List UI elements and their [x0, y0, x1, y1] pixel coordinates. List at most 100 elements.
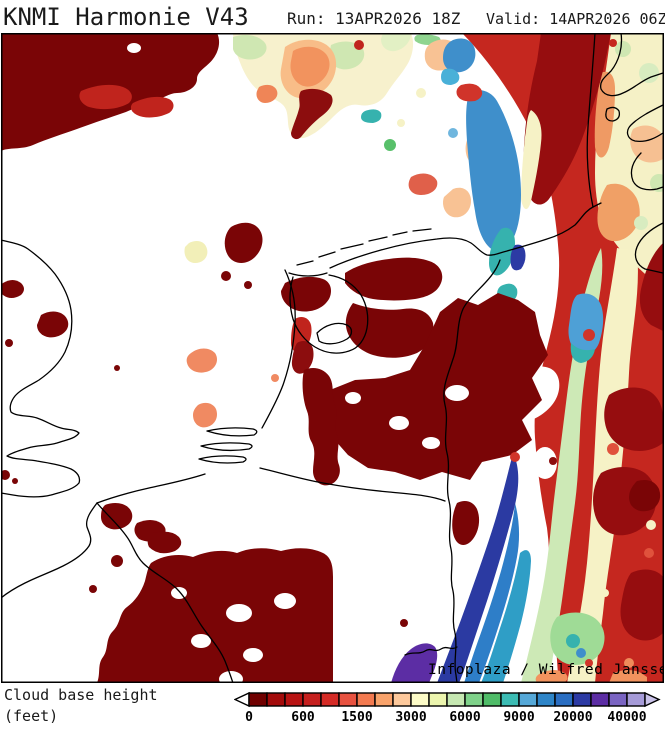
cloud-region [634, 216, 648, 230]
cloud-region [443, 187, 471, 218]
cloud-region [408, 173, 438, 195]
cloud-region [281, 276, 331, 312]
map-watermark: Infoplaza / Wilfred Janssen [428, 662, 664, 678]
river-meander [404, 646, 458, 656]
cloud-region [114, 365, 120, 371]
coastline-kiel-bay [634, 222, 664, 274]
colorbar-tick-label: 1500 [341, 710, 372, 725]
colorbar-left-arrow [234, 691, 250, 708]
danish-island [605, 106, 621, 122]
cloud-region [323, 293, 548, 480]
cloud-region [464, 503, 520, 683]
colorbar-swatch [284, 692, 304, 707]
cloud-hole [389, 416, 409, 430]
title-bar: KNMI Harmonie V43 Run: 13APR2026 18Z Val… [0, 0, 665, 33]
cloud-region [256, 84, 278, 103]
cloud-region [604, 387, 663, 451]
cloud-region [147, 531, 182, 554]
cloud-region [639, 63, 659, 83]
cloud-region [620, 569, 663, 641]
model-title: KNMI Harmonie V43 [3, 3, 249, 31]
colorbar-swatch [482, 692, 502, 707]
cloud-region [111, 555, 123, 567]
cloud-region [523, 33, 611, 205]
cloud-region [79, 84, 132, 110]
colorbar-swatch [590, 692, 610, 707]
colorbar-swatch [428, 692, 448, 707]
cloud-region [448, 128, 458, 138]
cloud-hole [533, 447, 557, 479]
cloud-region [354, 40, 364, 50]
cloud-region [615, 41, 631, 57]
cloud-region [184, 241, 208, 263]
cloud-region [630, 125, 663, 163]
cloud-region [452, 501, 480, 545]
colorbar-swatch [302, 692, 322, 707]
cloud-region [416, 88, 426, 98]
colorbar-swatch [338, 692, 358, 707]
cloud-region [566, 634, 580, 648]
cloud-region [629, 480, 661, 512]
wadden-island [296, 260, 314, 266]
colorbar-swatch [626, 692, 646, 707]
cloud-region [609, 39, 617, 47]
ijsselmeer [289, 274, 369, 354]
cloud-region [607, 443, 619, 455]
cloud-region [384, 139, 396, 151]
zeeland-island [200, 442, 253, 452]
cloud-region [302, 368, 340, 486]
coastlines [0, 32, 664, 684]
cloud-region [5, 339, 13, 347]
cloud-hole [243, 648, 263, 662]
cloud-region [381, 33, 411, 52]
cloud-region [400, 619, 408, 627]
cloud-hole [445, 385, 469, 401]
colorbar-tick-label: 3000 [395, 710, 426, 725]
wadden-island [392, 231, 408, 236]
cloud-region [0, 280, 24, 298]
coastline-denmark-east [599, 32, 664, 97]
cloud-region [646, 520, 656, 530]
afsluitdijk [288, 272, 328, 277]
colorbar-swatch [374, 692, 394, 707]
colorbar-swatch [446, 692, 466, 707]
coastline-belgium [96, 473, 206, 504]
cloud-region [186, 348, 217, 373]
colorbar-swatch [608, 692, 628, 707]
cloud-region [221, 271, 231, 281]
zeeland-island [206, 427, 258, 437]
cloud-region [535, 670, 568, 683]
cloud-hole [274, 593, 296, 609]
cloud-region [441, 68, 460, 85]
colorbar-tick-label: 20000 [553, 710, 592, 725]
coastline-holland [261, 269, 296, 429]
colorbar: 0 600 1500 3000 6000 9000 20000 40000 [234, 691, 661, 725]
weather-map: Infoplaza / Wilfred Janssen [0, 32, 665, 687]
cloud-region [244, 281, 252, 289]
cloud-region [193, 402, 217, 428]
cloud-region [291, 341, 314, 374]
cloud-region [101, 503, 133, 530]
cloud-region [570, 343, 595, 363]
map-area: Infoplaza / Wilfred Janssen [0, 32, 665, 687]
coastline-uk [0, 239, 81, 498]
cloud-regions [0, 33, 665, 687]
cloud-region [601, 589, 609, 597]
cloud-hole [422, 437, 440, 449]
cloud-region [644, 548, 654, 558]
cloud-region [567, 248, 638, 683]
cloud-region [549, 457, 557, 465]
cloud-region [271, 374, 279, 382]
colorbar-swatch [248, 692, 268, 707]
cloud-hole [345, 392, 361, 404]
coastline-france [0, 502, 98, 599]
wadden-island [340, 243, 364, 250]
colorbar-swatch [518, 692, 538, 707]
cloud-hole [226, 604, 252, 622]
cloud-region [585, 659, 593, 667]
coastline-denmark-east [630, 152, 664, 191]
valid-timestamp: Valid: 14APR2026 06Z [486, 10, 665, 28]
colorbar-tick-label: 0 [245, 710, 253, 725]
wadden-island [412, 228, 432, 232]
